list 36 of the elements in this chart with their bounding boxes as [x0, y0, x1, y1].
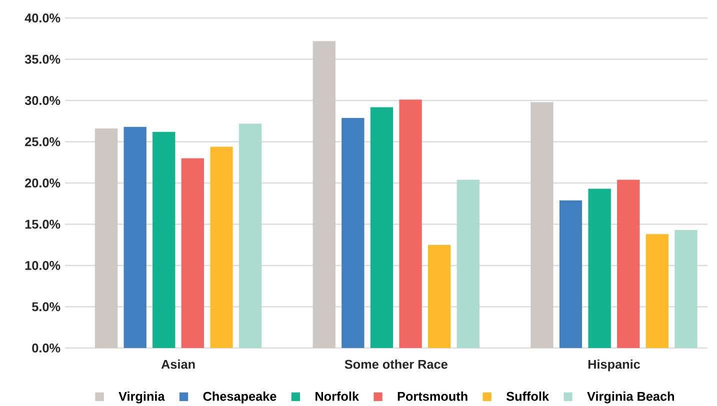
bar [674, 230, 698, 348]
bar [617, 180, 640, 348]
y-tick-label: 25.0% [25, 137, 60, 146]
bar [588, 188, 611, 348]
bar [559, 200, 582, 348]
x-tick-label: Hispanic [588, 359, 640, 372]
x-tick-label: Asian [161, 359, 195, 369]
y-tick-label: 30.0% [24, 96, 60, 105]
bar [152, 132, 176, 348]
bar [342, 118, 364, 348]
bar [456, 180, 480, 348]
y-tick-label: 10.0% [25, 261, 60, 270]
bar [94, 128, 118, 348]
y-tick-label: 40.0% [24, 14, 60, 22]
legend-label: Portsmouth [398, 392, 468, 401]
bar [399, 100, 422, 348]
y-tick-label: 15.0% [25, 220, 60, 229]
legend-label: Chesapeake [203, 392, 276, 404]
bar [370, 107, 394, 348]
bar [428, 244, 451, 348]
bar [646, 234, 669, 348]
bar [312, 41, 336, 348]
legend-label: Virginia [118, 392, 165, 404]
legend-label: Norfolk [316, 392, 360, 401]
legend-label: Suffolk [506, 392, 550, 401]
y-tick-label: 20.0% [25, 178, 60, 188]
y-tick-label: 35.0% [24, 54, 60, 64]
bar [181, 158, 204, 348]
y-tick-label: 0.0% [32, 344, 60, 352]
bar [530, 102, 554, 348]
legend-label: Virginia Beach [587, 392, 674, 404]
bar [124, 126, 146, 348]
y-tick-label: 5.0% [32, 302, 60, 312]
bar [210, 146, 233, 348]
bar [238, 124, 262, 348]
x-tick-label: Some other Race [344, 359, 448, 369]
